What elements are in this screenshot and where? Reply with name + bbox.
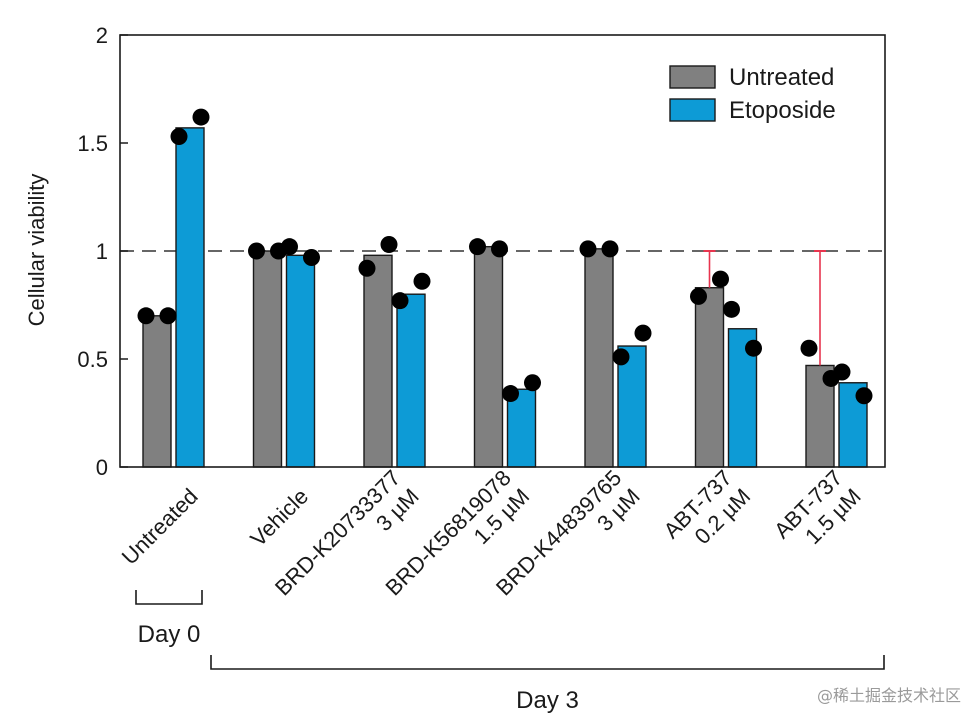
point-etoposide-1-0 [281,238,298,256]
point-untreated-0-1 [159,307,177,325]
y-tick-label-4: 2 [96,23,108,48]
point-etoposide-4-1 [634,324,652,342]
point-untreated-0-0 [137,307,155,325]
legend-label-1: Etoposide [729,97,836,124]
point-etoposide-4-0 [612,348,630,366]
bar-untreated-5 [694,287,725,468]
point-untreated-6-0 [800,339,818,357]
bar-etoposide-1 [285,254,316,468]
point-untreated-1-0 [248,242,265,260]
point-untreated-5-0 [690,287,707,305]
point-etoposide-0-0 [170,128,188,146]
bar-untreated-3 [473,245,504,468]
point-untreated-2-1 [380,236,398,254]
point-etoposide-3-0 [502,385,519,403]
category-label-0: Untreated [117,484,203,570]
y-tick-label-0: 0 [96,455,108,480]
point-etoposide-6-0 [833,363,851,381]
point-untreated-4-1 [601,240,619,258]
group-bracket-1 [210,655,885,670]
y-ticks-layer: 0 0.5 1 1.5 2 [77,23,128,480]
legend-swatch-1 [669,98,716,122]
category-label-line-0-0: Untreated [117,484,203,570]
bars-layer [142,127,868,468]
legend-label-0: Untreated [729,64,834,91]
y-tick-label-1: 0.5 [77,347,108,372]
point-untreated-3-0 [469,238,486,256]
point-untreated-4-0 [579,240,597,258]
bar-untreated-0 [142,315,172,468]
group-label-1: Day 3 [516,687,579,714]
y-tick-label-3: 1.5 [77,131,108,156]
legend: Untreated Etoposide [669,64,836,124]
point-etoposide-1-1 [303,248,320,266]
bar-untreated-4 [584,248,614,468]
bar-etoposide-4 [617,345,647,468]
point-etoposide-0-1 [192,108,210,126]
bar-etoposide-3 [506,388,537,468]
point-etoposide-3-1 [524,374,541,392]
bar-etoposide-2 [396,293,426,468]
point-etoposide-5-1 [745,339,762,357]
points-layer [137,108,873,405]
y-axis-title: Cellular viability [24,174,49,327]
bar-untreated-2 [363,254,393,468]
category-label-line-1-0: Vehicle [245,484,313,552]
category-label-1: Vehicle [245,484,313,552]
watermark: @稀土掘金技术社区 [816,686,961,705]
group-bracket-0 [135,590,203,605]
point-etoposide-2-0 [391,292,409,310]
group-brackets-layer: Day 0 Day 3 [135,590,885,714]
bar-etoposide-0 [175,127,205,468]
error-bars-layer [703,250,826,366]
point-untreated-5-1 [712,270,729,288]
group-label-0: Day 0 [138,621,201,648]
y-tick-label-2: 1 [96,239,108,264]
bar-untreated-1 [252,250,283,468]
point-etoposide-6-1 [855,387,873,405]
point-etoposide-2-1 [413,272,431,290]
point-etoposide-5-0 [723,300,740,318]
point-untreated-3-1 [491,240,508,258]
point-untreated-2-0 [358,259,376,277]
legend-swatch-0 [669,65,716,89]
